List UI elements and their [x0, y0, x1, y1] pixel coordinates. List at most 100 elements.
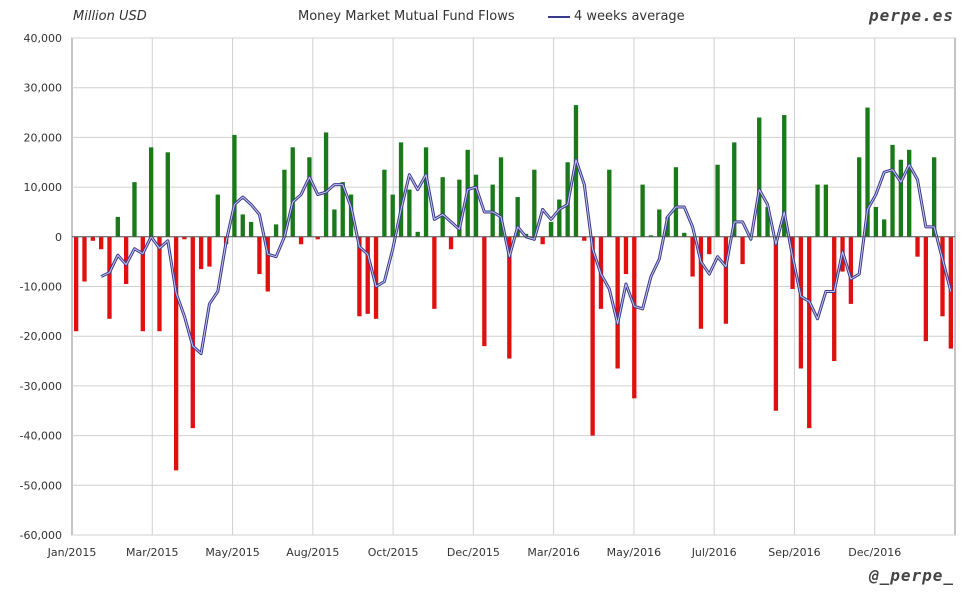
bar-positive — [907, 149, 912, 237]
y-tick-label: -40,000 — [20, 430, 62, 443]
bar-negative — [848, 236, 854, 304]
x-tick-label: Mar/2015 — [126, 546, 178, 559]
bar-negative — [540, 236, 545, 245]
bar-positive — [407, 189, 412, 237]
bar-negative — [190, 236, 195, 429]
bar-positive — [715, 164, 720, 237]
bar-positive — [640, 184, 645, 237]
bar-positive — [665, 216, 670, 237]
chart-title: Money Market Mutual Fund Flows — [298, 9, 515, 24]
bar-positive — [115, 216, 120, 237]
bar-positive — [873, 206, 879, 237]
bar-negative — [265, 236, 270, 292]
bar-negative — [707, 236, 712, 255]
bar-negative — [923, 236, 929, 342]
bar-negative — [723, 236, 729, 324]
bar-positive — [332, 209, 337, 237]
bar-positive — [865, 107, 870, 237]
x-tick-label: Dec/2016 — [848, 546, 901, 559]
y-tick-label: 10,000 — [24, 181, 63, 194]
x-tick-label: Mar/2016 — [527, 546, 579, 559]
x-tick-label: Sep/2016 — [768, 546, 820, 559]
bar-negative — [915, 236, 920, 257]
bar-positive — [215, 194, 220, 237]
bar-positive — [882, 219, 887, 237]
bar-positive — [273, 224, 279, 237]
y-tick-label: -50,000 — [20, 479, 62, 492]
bar-negative — [940, 236, 945, 317]
x-tick-label: May/2016 — [607, 546, 661, 559]
bar-negative — [948, 236, 953, 349]
y-tick-label: -60,000 — [20, 529, 62, 542]
bar-positive — [457, 179, 462, 237]
bar-positive — [307, 157, 312, 237]
bar-negative — [315, 236, 320, 240]
bar-negative — [632, 236, 637, 399]
bar-negative — [623, 236, 629, 275]
x-tick-label: Aug/2015 — [286, 546, 339, 559]
bar-negative — [198, 236, 204, 270]
y-tick-label: 30,000 — [24, 82, 63, 95]
bar-negative — [357, 236, 362, 317]
bar-negative — [207, 236, 212, 267]
bar-negative — [582, 236, 587, 241]
brand-handle: @_perpe_ — [868, 566, 954, 585]
gridlines — [71, 37, 956, 536]
bar-positive — [282, 169, 287, 237]
x-tick-label: May/2015 — [205, 546, 259, 559]
bar-negative — [257, 236, 262, 275]
bar-positive — [857, 157, 862, 237]
bar-positive — [673, 167, 679, 237]
bar-positive — [248, 221, 254, 237]
bar-positive — [782, 115, 787, 237]
bar-positive — [232, 134, 237, 237]
bar-negative — [832, 236, 837, 362]
bar-positive — [423, 147, 429, 237]
y-tick-label: 0 — [55, 231, 62, 244]
bar-negative — [807, 236, 812, 429]
bar-negative — [590, 236, 595, 436]
bar-negative — [773, 236, 779, 411]
bar-negative — [448, 236, 454, 250]
x-tick-label: Dec/2015 — [447, 546, 500, 559]
average-line-outer — [100, 158, 953, 356]
bar-positive — [682, 232, 687, 237]
y-tick-label: 20,000 — [24, 131, 63, 144]
bar-negative — [740, 236, 745, 265]
bar-positive — [657, 209, 662, 237]
bar-positive — [573, 105, 579, 237]
bar-positive — [607, 169, 612, 237]
bar-negative — [432, 236, 437, 309]
bar-negative — [507, 236, 512, 359]
unit-label: Million USD — [73, 9, 147, 24]
bar-negative — [298, 236, 304, 245]
brand-watermark: perpe.es — [868, 6, 954, 25]
bar-negative — [798, 236, 804, 369]
legend-line-swatch — [548, 16, 570, 18]
bar-negative — [173, 236, 179, 471]
bar-positive — [898, 159, 904, 237]
bar-positive — [390, 194, 395, 237]
bar-negative — [82, 236, 87, 282]
bar-positive — [165, 152, 170, 237]
bar-negative — [123, 236, 129, 285]
bar-positive — [240, 214, 245, 237]
bar-negative — [182, 236, 187, 240]
bar-positive — [340, 182, 345, 237]
bar-negative — [482, 236, 487, 347]
x-tick-label: Oct/2015 — [368, 546, 419, 559]
axes: 40,000 30,000 20,000 10,000 0 -10,000 -20,000 -… — [20, 32, 955, 559]
bar-positive — [757, 117, 762, 237]
bar-positive — [532, 169, 537, 237]
bar-negative — [140, 236, 145, 332]
y-tick-label: -30,000 — [20, 380, 62, 393]
bar-positive — [932, 157, 937, 237]
bar-positive — [765, 206, 770, 237]
bar-positive — [548, 221, 554, 237]
bar-negative — [373, 236, 379, 319]
bar-positive — [398, 142, 404, 237]
bar-positive — [498, 157, 504, 237]
bar-negative — [90, 236, 95, 241]
bar-positive — [323, 132, 329, 237]
